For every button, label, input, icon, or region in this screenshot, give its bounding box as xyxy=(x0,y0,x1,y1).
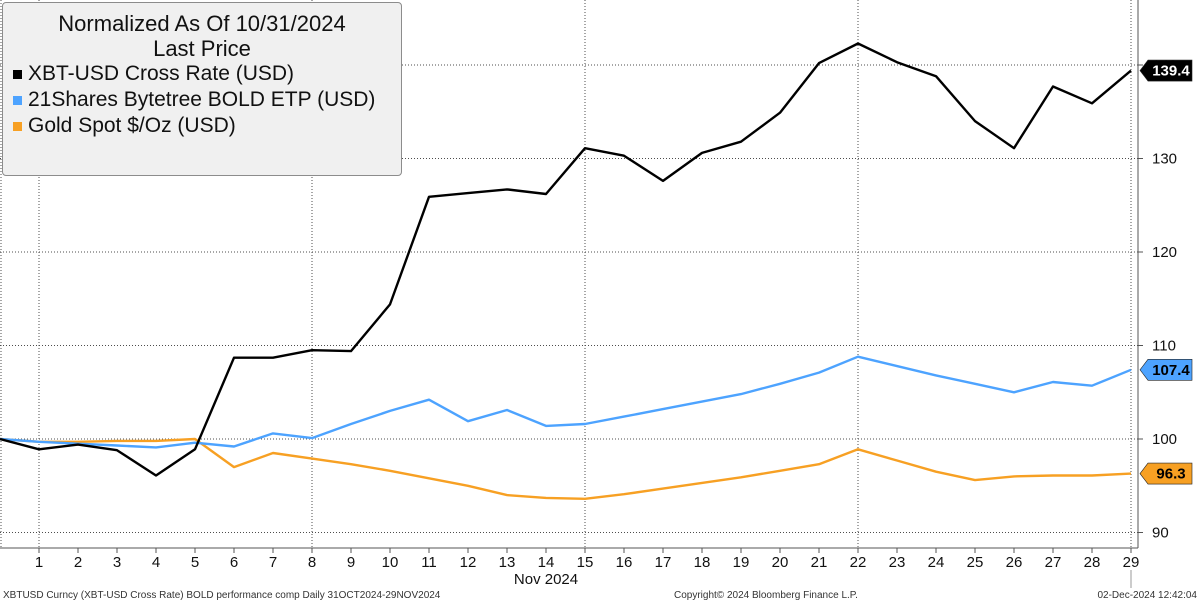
end-value-labels: 139.4 107.4 96.3 xyxy=(1139,59,1193,485)
x-tick-label-3: 3 xyxy=(113,554,121,571)
legend-item-gold: Gold Spot $/Oz (USD) xyxy=(3,113,401,139)
x-tick-label-2: 2 xyxy=(74,554,82,571)
series-lines xyxy=(0,42,1132,500)
x-tick-label-10: 10 xyxy=(382,554,399,571)
x-tick-label-19: 19 xyxy=(733,554,750,571)
x-tick-label-5: 5 xyxy=(191,554,199,571)
x-tick-label-20: 20 xyxy=(772,554,789,571)
x-tick-label-4: 4 xyxy=(152,554,160,571)
legend-item-xbt: XBT-USD Cross Rate (USD) xyxy=(3,61,401,87)
x-tick-label-24: 24 xyxy=(928,554,945,571)
x-tick-label-14: 14 xyxy=(538,554,555,571)
end-label-bg-1 xyxy=(1139,359,1193,381)
x-tick-label-21: 21 xyxy=(811,554,828,571)
footer-copyright: Copyright© 2024 Bloomberg Finance L.P. xyxy=(674,590,858,601)
x-axis-title: Nov 2024 xyxy=(514,571,578,588)
y-tick-label-100: 100 xyxy=(1152,431,1177,448)
end-label-0: 139.4 xyxy=(1152,63,1190,80)
end-label-bg-0 xyxy=(1139,59,1193,82)
footer-timestamp: 02-Dec-2024 12:42:04 xyxy=(1097,590,1197,601)
x-tick-label-16: 16 xyxy=(616,554,633,571)
series-line-0 xyxy=(0,42,1132,477)
legend-label-gold: Gold Spot $/Oz (USD) xyxy=(28,114,236,137)
legend-box: Normalized As Of 10/31/2024 Last Price X… xyxy=(2,2,402,176)
series-line-1 xyxy=(0,355,1132,449)
x-tick-label-7: 7 xyxy=(269,554,277,571)
legend-label-xbt: XBT-USD Cross Rate (USD) xyxy=(28,62,295,85)
chart-title: Normalized As Of 10/31/2024 xyxy=(58,11,346,36)
legend-swatch-bold xyxy=(13,95,22,105)
footer-source: XBTUSD Curncy (XBT-USD Cross Rate) BOLD … xyxy=(3,590,441,601)
end-label-2: 96.3 xyxy=(1156,466,1185,483)
x-tick-label-9: 9 xyxy=(347,554,355,571)
x-tick-label-27: 27 xyxy=(1045,554,1062,571)
chart-subtitle: Last Price xyxy=(153,36,251,61)
x-tick-label-13: 13 xyxy=(499,554,516,571)
x-tick-label-28: 28 xyxy=(1084,554,1101,571)
x-tick-label-17: 17 xyxy=(655,554,672,571)
x-tick-label-23: 23 xyxy=(889,554,906,571)
legend-swatch-xbt xyxy=(13,69,22,79)
y-tick-label-130: 130 xyxy=(1152,151,1177,168)
x-tick-label-12: 12 xyxy=(460,554,477,571)
x-tick-label-29: 29 xyxy=(1123,554,1140,571)
series-line-2 xyxy=(0,437,1132,500)
x-tick-label-1: 1 xyxy=(35,554,43,571)
x-tick-label-25: 25 xyxy=(967,554,984,571)
y-tick-label-110: 110 xyxy=(1152,338,1176,355)
x-tick-label-26: 26 xyxy=(1006,554,1023,571)
x-tick-label-11: 11 xyxy=(421,554,437,571)
legend-label-bold: 21Shares Bytetree BOLD ETP (USD) xyxy=(28,88,376,111)
x-tick-label-15: 15 xyxy=(577,554,594,571)
legend-item-bold: 21Shares Bytetree BOLD ETP (USD) xyxy=(3,87,401,113)
legend-swatch-gold xyxy=(13,121,22,131)
x-tick-label-18: 18 xyxy=(694,554,711,571)
x-tick-label-6: 6 xyxy=(230,554,238,571)
y-tick-label-90: 90 xyxy=(1152,525,1169,542)
end-label-bg-2 xyxy=(1139,462,1193,485)
y-tick-label-120: 120 xyxy=(1152,244,1177,261)
x-tick-label-8: 8 xyxy=(308,554,316,571)
end-label-1: 107.4 xyxy=(1152,362,1190,379)
x-tick-label-22: 22 xyxy=(850,554,867,571)
